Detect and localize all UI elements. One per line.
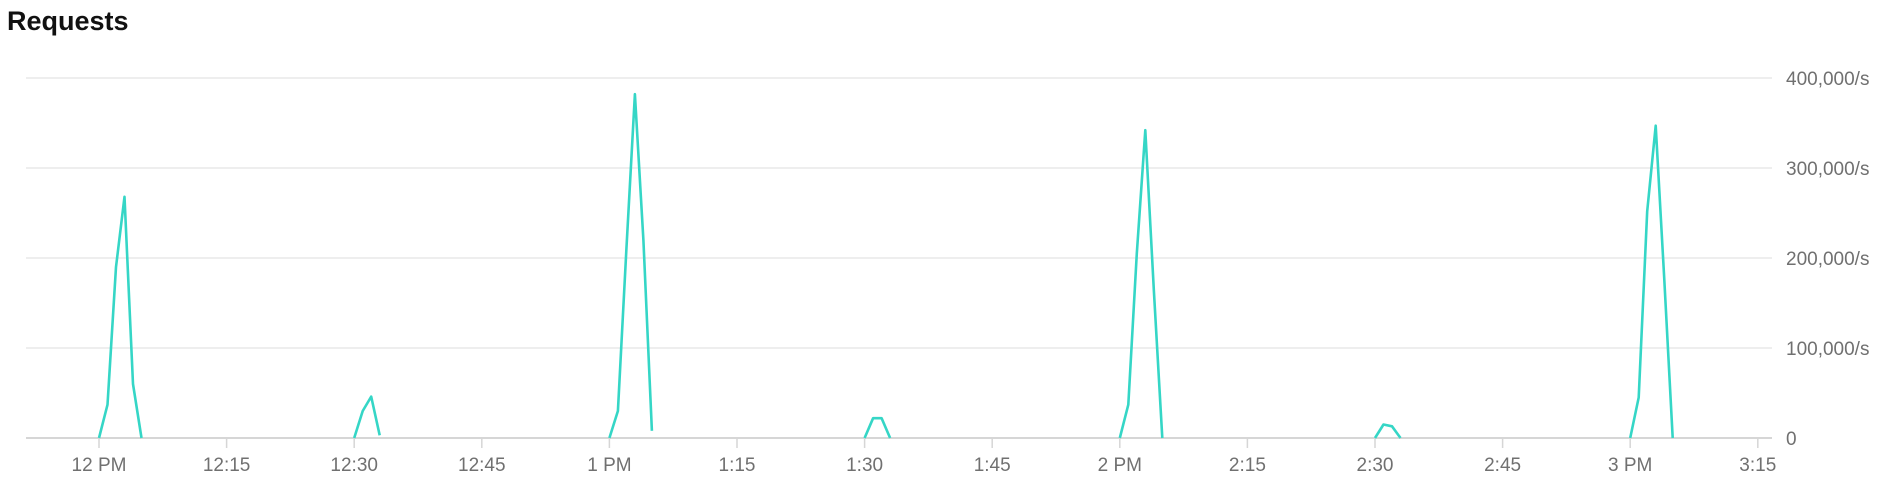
x-tick-label: 12:30 [330,455,378,476]
series-line-segment [1628,124,1674,439]
y-tick-label: 0 [1786,429,1797,450]
x-tick-label: 1:15 [719,455,756,476]
chart-title: Requests [7,6,129,36]
y-tick-label: 200,000/s [1786,249,1869,270]
x-tick-label: 1 PM [587,455,631,476]
series-line-segment [1373,423,1402,439]
x-tick-label: 2:30 [1357,455,1394,476]
series-line-segment [863,416,892,439]
x-tick-label: 1:45 [974,455,1011,476]
x-tick-label: 12 PM [72,455,127,476]
x-tick-label: 12:45 [458,455,506,476]
series-line-segment [1118,128,1164,439]
x-tick-label: 2:45 [1484,455,1521,476]
series-line-segment [97,195,143,439]
x-tick-label: 1:30 [846,455,883,476]
x-tick-label: 2:15 [1229,455,1266,476]
y-tick-label: 100,000/s [1786,339,1869,360]
series-line-segment [352,395,381,439]
x-tick-label: 2 PM [1098,455,1142,476]
series-line-segment [608,92,654,439]
y-tick-label: 300,000/s [1786,159,1869,180]
x-tick-label: 12:15 [203,455,251,476]
x-tick-label: 3:15 [1739,455,1776,476]
y-tick-label: 400,000/s [1786,69,1869,90]
x-tick-label: 3 PM [1608,455,1652,476]
